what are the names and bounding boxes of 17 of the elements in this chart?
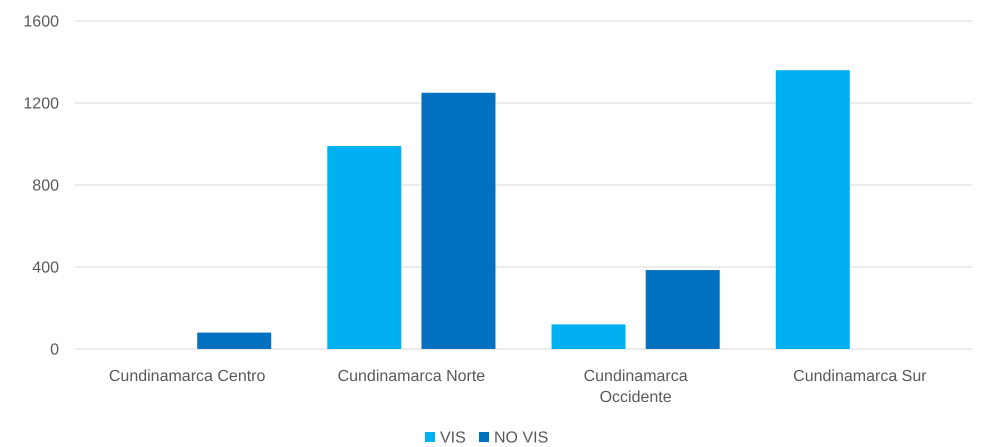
bar [197,332,272,349]
bar [646,270,720,349]
y-tick-label: 1600 [23,14,60,31]
bar [552,324,626,349]
x-tick-label: Cundinamarca Centro [108,368,266,385]
legend-label: VIS [440,430,466,447]
bar [776,70,850,349]
x-tick-label: Cundinamarca Norte [338,368,486,385]
y-tick-label: 0 [50,342,60,359]
y-tick-label: 800 [32,178,60,195]
x-tick-label: Cundinamarca Occidente [584,368,688,406]
legend-label: NO VIS [494,430,548,447]
x-tick-label: Cundinamarca Sur [793,368,928,385]
bar [421,92,496,349]
y-tick-label: 1200 [23,96,60,113]
bar [327,146,402,349]
y-tick-label: 400 [32,260,60,277]
